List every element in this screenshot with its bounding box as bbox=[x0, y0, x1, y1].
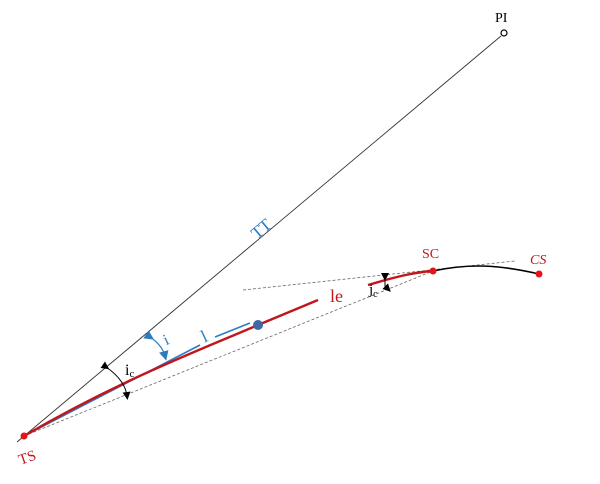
pi-point bbox=[500, 29, 508, 37]
ts-point bbox=[20, 432, 28, 440]
cs-point bbox=[535, 270, 543, 278]
circular-curve bbox=[432, 265, 540, 275]
ic-label: ic bbox=[125, 362, 134, 380]
le-label: le bbox=[330, 286, 343, 306]
sc-label: SC bbox=[422, 247, 439, 262]
ts-label: TS bbox=[17, 448, 39, 469]
angle-arc-ic bbox=[100, 361, 131, 400]
blue-chord-line bbox=[23, 322, 251, 437]
jc-label: jc bbox=[368, 282, 378, 300]
tangent-line bbox=[16, 35, 502, 443]
i-label: i bbox=[161, 331, 173, 349]
intermediate-point bbox=[253, 320, 263, 330]
pi-label: PI bbox=[495, 11, 508, 26]
l-label: l bbox=[198, 326, 211, 346]
cs-label: CS bbox=[530, 253, 546, 268]
chord-dashed-line bbox=[23, 270, 434, 437]
spiral-curve bbox=[23, 269, 434, 438]
angle-arc-jc bbox=[381, 273, 391, 292]
sc-point bbox=[429, 267, 437, 275]
tt-label: TT bbox=[247, 215, 276, 243]
angle-arc-i bbox=[143, 330, 169, 361]
